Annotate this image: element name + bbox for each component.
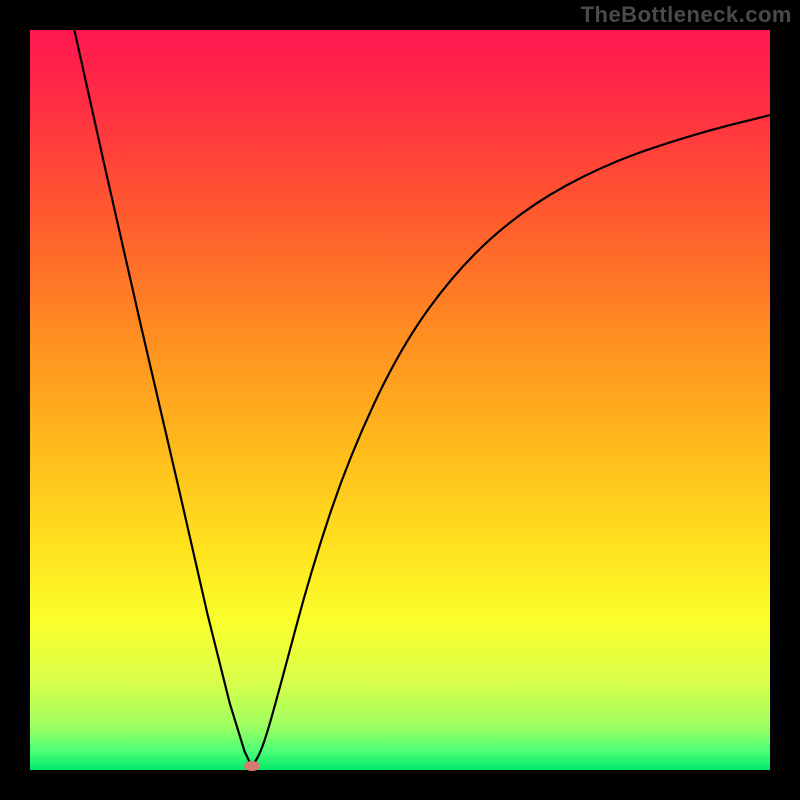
bottleneck-curve — [30, 30, 770, 770]
chart-outer-frame: TheBottleneck.com — [0, 0, 800, 800]
minimum-marker — [244, 761, 260, 771]
plot-area — [30, 30, 770, 770]
watermark-text: TheBottleneck.com — [581, 2, 792, 28]
